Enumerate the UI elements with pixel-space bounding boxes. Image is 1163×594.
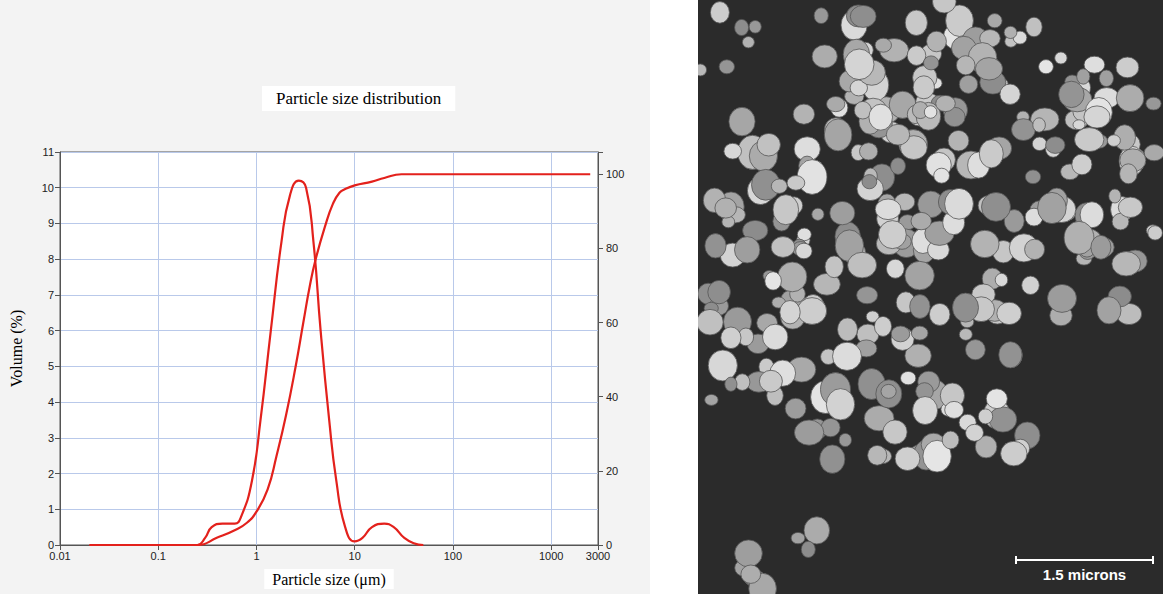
- svg-text:10: 10: [42, 182, 54, 194]
- svg-text:60: 60: [606, 317, 618, 329]
- svg-text:9: 9: [48, 217, 54, 229]
- svg-text:1: 1: [253, 550, 259, 562]
- svg-text:1: 1: [48, 503, 54, 515]
- svg-text:Particle size distribution: Particle size distribution: [276, 89, 442, 108]
- svg-text:11: 11: [43, 146, 54, 158]
- svg-text:Volume (%): Volume (%): [8, 310, 26, 387]
- svg-text:100: 100: [444, 550, 462, 562]
- svg-text:5: 5: [48, 360, 54, 372]
- svg-text:0.1: 0.1: [151, 550, 166, 562]
- svg-text:3000: 3000: [586, 550, 610, 562]
- svg-text:6: 6: [48, 325, 54, 337]
- svg-text:40: 40: [606, 391, 618, 403]
- svg-text:1.5 microns: 1.5 microns: [1043, 566, 1126, 583]
- svg-text:1000: 1000: [539, 550, 563, 562]
- svg-text:8: 8: [48, 253, 54, 265]
- svg-text:4: 4: [48, 396, 54, 408]
- svg-text:80: 80: [606, 242, 618, 254]
- svg-text:0: 0: [606, 539, 613, 551]
- svg-text:0: 0: [47, 539, 54, 551]
- svg-text:10: 10: [349, 550, 361, 562]
- svg-text:20: 20: [606, 465, 618, 477]
- svg-text:2: 2: [48, 468, 54, 480]
- svg-text:Particle size (μm): Particle size (μm): [272, 571, 385, 589]
- svg-text:7: 7: [48, 289, 54, 301]
- svg-text:100: 100: [606, 168, 624, 180]
- svg-text:0.01: 0.01: [49, 550, 70, 562]
- svg-text:3: 3: [48, 432, 54, 444]
